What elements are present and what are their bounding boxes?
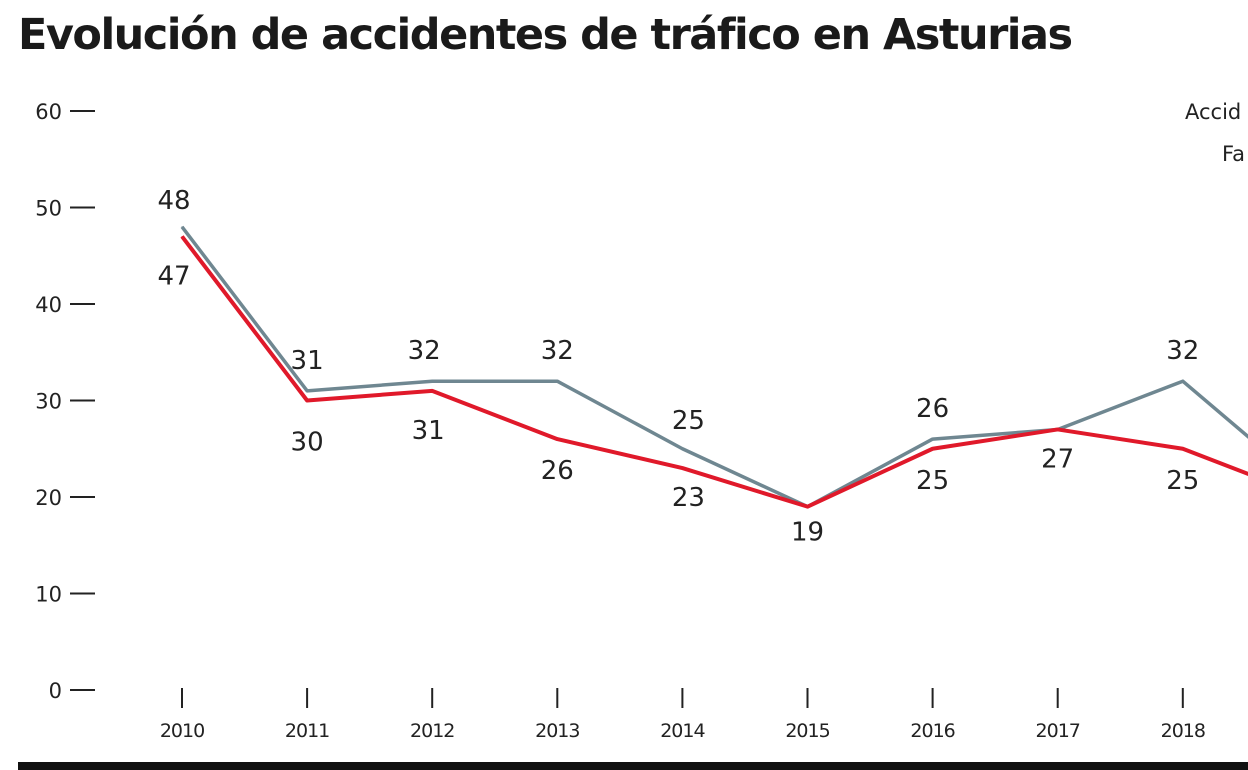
data-point <box>181 226 183 228</box>
data-point <box>181 235 183 237</box>
x-tick-label: 2012 <box>410 720 454 742</box>
data-point <box>306 400 308 401</box>
data-point <box>807 506 808 508</box>
data-label: 32 <box>541 336 574 366</box>
data-label: 31 <box>291 346 324 376</box>
data-point <box>932 438 934 440</box>
data-point <box>932 448 934 450</box>
data-point <box>1182 448 1184 450</box>
data-label: 26 <box>916 394 949 424</box>
data-label: 32 <box>408 336 441 366</box>
legend-entry-1: Accid <box>1185 100 1242 124</box>
y-tick-label: 50 <box>35 197 62 221</box>
y-tick-label: 0 <box>49 679 62 703</box>
data-point <box>681 467 683 469</box>
chart-title: Evolución de accidentes de tráfico en As… <box>18 10 1073 60</box>
x-tick-label: 2017 <box>1036 720 1080 742</box>
data-point <box>681 448 683 450</box>
data-label: 32 <box>1166 336 1199 366</box>
data-point <box>556 380 558 382</box>
x-tick-label: 2011 <box>285 720 329 742</box>
data-label: 48 <box>157 186 190 216</box>
y-tick-label: 20 <box>35 486 62 510</box>
x-tick-label: 2013 <box>535 720 579 742</box>
series-line-2 <box>180 235 1248 509</box>
x-tick-label: 2015 <box>785 720 829 742</box>
y-tick-label: 10 <box>35 583 62 607</box>
data-label: 31 <box>412 416 445 446</box>
data-label: 25 <box>916 466 949 496</box>
data-label: 26 <box>541 456 574 486</box>
data-label: 30 <box>291 428 324 458</box>
data-point <box>1182 380 1184 382</box>
data-label: 47 <box>157 261 190 291</box>
y-tick-label: 40 <box>35 293 62 317</box>
data-point <box>431 390 433 392</box>
data-label: 27 <box>1041 444 1074 474</box>
data-point <box>556 438 558 440</box>
y-tick-label: 30 <box>35 390 62 414</box>
data-label: 25 <box>672 406 705 436</box>
data-label: 19 <box>791 518 824 548</box>
data-point <box>431 380 433 382</box>
data-point <box>1057 428 1059 430</box>
legend-entry-2: Fa <box>1222 142 1246 166</box>
series-line-1 <box>180 225 1248 509</box>
data-label: 25 <box>1166 466 1199 496</box>
x-tick-label: 2018 <box>1161 720 1205 742</box>
data-label: 23 <box>672 483 705 513</box>
y-tick-label: 60 <box>35 100 62 124</box>
bottom-rule <box>18 762 1248 770</box>
x-tick-label: 2010 <box>160 720 204 742</box>
x-tick-label: 2014 <box>660 720 705 742</box>
data-point <box>306 390 308 392</box>
x-tick-label: 2016 <box>910 720 954 742</box>
